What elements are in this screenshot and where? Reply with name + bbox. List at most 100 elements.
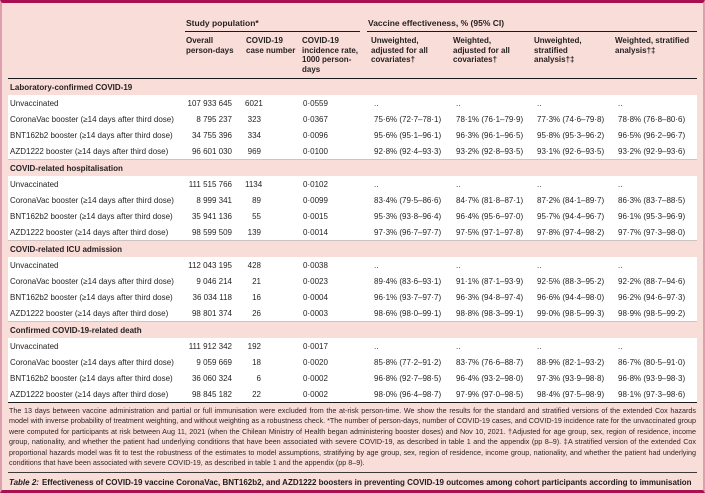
cell-incidence-rate: 0·0015 bbox=[301, 208, 367, 224]
cell-person-days: 35 941 136 bbox=[185, 208, 245, 224]
cell-ve-weighted-adjusted: 83·7% (76·6–88·7) bbox=[449, 354, 530, 370]
cell-ve-weighted-stratified: .. bbox=[611, 95, 698, 111]
cell-case-number: 969 bbox=[245, 143, 301, 160]
row-label: BNT162b2 booster (≥14 days after third d… bbox=[8, 370, 185, 386]
cell-person-days: 96 601 030 bbox=[185, 143, 245, 160]
table-row: Unvaccinated 107 933 645 6021 0·0559.......… bbox=[8, 95, 698, 111]
col-header-ve-unweighted-stratified: Unweighted, stratified analysis†‡ bbox=[530, 32, 611, 79]
cell-ve-unweighted-stratified: .. bbox=[530, 176, 611, 192]
cell-ve-weighted-adjusted: 98·8% (98·3–99·1) bbox=[449, 305, 530, 322]
cell-incidence-rate: 0·0100 bbox=[301, 143, 367, 160]
cell-ve-weighted-stratified: 96·8% (93·9–98·3) bbox=[611, 370, 698, 386]
cell-ve-unweighted-stratified: 99·0% (98·5–99·3) bbox=[530, 305, 611, 322]
cell-case-number: 1134 bbox=[245, 176, 301, 192]
row-label: Unvaccinated bbox=[8, 338, 185, 354]
cell-case-number: 334 bbox=[245, 127, 301, 143]
section-title: COVID-related ICU admission bbox=[8, 240, 698, 257]
col-header-ve-weighted-stratified: Weighted, stratified analysis†‡ bbox=[611, 32, 698, 79]
cell-ve-weighted-adjusted: 97·5% (97·1–97·8) bbox=[449, 224, 530, 241]
cell-ve-weighted-adjusted: .. bbox=[449, 176, 530, 192]
row-label: AZD1222 booster (≥14 days after third do… bbox=[8, 143, 185, 160]
cell-case-number: 323 bbox=[245, 111, 301, 127]
cell-ve-unweighted-adjusted: 96·1% (93·7–97·7) bbox=[367, 289, 449, 305]
cell-ve-unweighted-adjusted: 98·0% (96·4–98·7) bbox=[367, 386, 449, 403]
cell-case-number: 139 bbox=[245, 224, 301, 241]
table-row: AZD1222 booster (≥14 days after third do… bbox=[8, 305, 698, 322]
cell-ve-weighted-adjusted: 96·4% (93·2–98·0) bbox=[449, 370, 530, 386]
cell-ve-weighted-adjusted: 96·4% (95·6–97·0) bbox=[449, 208, 530, 224]
cell-ve-unweighted-stratified: 97·3% (93·9–98·8) bbox=[530, 370, 611, 386]
cell-ve-weighted-adjusted: .. bbox=[449, 95, 530, 111]
cell-ve-unweighted-stratified: 92·5% (88·3–95·2) bbox=[530, 273, 611, 289]
cell-incidence-rate: 0·0002 bbox=[301, 386, 367, 403]
table-row: BNT162b2 booster (≥14 days after third d… bbox=[8, 127, 698, 143]
cell-ve-unweighted-adjusted: 85·8% (77·2–91·2) bbox=[367, 354, 449, 370]
cell-ve-weighted-stratified: 86·3% (83·7–88·5) bbox=[611, 192, 698, 208]
cell-ve-unweighted-stratified: .. bbox=[530, 257, 611, 273]
cell-person-days: 36 060 324 bbox=[185, 370, 245, 386]
table-row: CoronaVac booster (≥14 days after third … bbox=[8, 192, 698, 208]
cell-incidence-rate: 0·0002 bbox=[301, 370, 367, 386]
cell-case-number: 26 bbox=[245, 305, 301, 322]
row-label: CoronaVac booster (≥14 days after third … bbox=[8, 111, 185, 127]
section-title: Confirmed COVID-19-related death bbox=[8, 321, 698, 338]
cell-incidence-rate: 0·0367 bbox=[301, 111, 367, 127]
cell-ve-unweighted-adjusted: .. bbox=[367, 338, 449, 354]
cell-person-days: 34 755 396 bbox=[185, 127, 245, 143]
cell-ve-unweighted-adjusted: .. bbox=[367, 176, 449, 192]
cell-ve-unweighted-stratified: 97·8% (97·4–98·2) bbox=[530, 224, 611, 241]
cell-ve-unweighted-adjusted: 98·6% (98·0–99·1) bbox=[367, 305, 449, 322]
cell-ve-unweighted-adjusted: 75·6% (72·7–78·1) bbox=[367, 111, 449, 127]
cell-ve-weighted-adjusted: .. bbox=[449, 257, 530, 273]
table-header: Study population* Vaccine effectiveness,… bbox=[8, 8, 698, 79]
cell-ve-weighted-stratified: 96·5% (96·2–96·7) bbox=[611, 127, 698, 143]
cell-ve-weighted-adjusted: .. bbox=[449, 338, 530, 354]
section-header-row: Laboratory-confirmed COVID-19 bbox=[8, 79, 697, 96]
cell-ve-weighted-stratified: .. bbox=[611, 257, 698, 273]
table-row: AZD1222 booster (≥14 days after third do… bbox=[8, 386, 698, 403]
caption-label: Table 2: bbox=[9, 478, 39, 488]
cell-incidence-rate: 0·0038 bbox=[301, 257, 367, 273]
row-label: CoronaVac booster (≥14 days after third … bbox=[8, 192, 185, 208]
cell-case-number: 55 bbox=[245, 208, 301, 224]
cell-ve-unweighted-stratified: .. bbox=[530, 95, 611, 111]
cell-person-days: 98 801 374 bbox=[185, 305, 245, 322]
cell-ve-unweighted-adjusted: .. bbox=[367, 95, 449, 111]
row-label: CoronaVac booster (≥14 days after third … bbox=[8, 354, 185, 370]
group-header-study-population: Study population* bbox=[185, 8, 367, 32]
cell-incidence-rate: 0·0099 bbox=[301, 192, 367, 208]
cell-person-days: 9 046 214 bbox=[185, 273, 245, 289]
cell-incidence-rate: 0·0004 bbox=[301, 289, 367, 305]
cell-ve-unweighted-stratified: 95·7% (94·4–96·7) bbox=[530, 208, 611, 224]
cell-ve-weighted-stratified: .. bbox=[611, 338, 698, 354]
cell-person-days: 98 845 182 bbox=[185, 386, 245, 403]
cell-ve-weighted-stratified: 78·8% (76·8–80·6) bbox=[611, 111, 698, 127]
col-header-case-number: COVID-19 case number bbox=[245, 32, 301, 79]
cell-incidence-rate: 0·0017 bbox=[301, 338, 367, 354]
cell-person-days: 98 599 509 bbox=[185, 224, 245, 241]
cell-ve-unweighted-stratified: 87·2% (84·1–89·7) bbox=[530, 192, 611, 208]
cell-ve-unweighted-stratified: 77·3% (74·6–79·8) bbox=[530, 111, 611, 127]
cell-person-days: 36 034 118 bbox=[185, 289, 245, 305]
cell-ve-unweighted-adjusted: 89·4% (83·6–93·1) bbox=[367, 273, 449, 289]
row-label: AZD1222 booster (≥14 days after third do… bbox=[8, 224, 185, 241]
cell-case-number: 6 bbox=[245, 370, 301, 386]
section-header-row: Confirmed COVID-19-related death bbox=[8, 321, 698, 338]
cell-ve-weighted-adjusted: 96·3% (94·8–97·4) bbox=[449, 289, 530, 305]
cell-incidence-rate: 0·0102 bbox=[301, 176, 367, 192]
cell-ve-weighted-stratified: 98·9% (98·5–99·2) bbox=[611, 305, 698, 322]
table-body: Laboratory-confirmed COVID-19 Unvaccinate… bbox=[8, 79, 698, 403]
cell-ve-weighted-stratified: 96·1% (95·3–96·9) bbox=[611, 208, 698, 224]
cell-ve-unweighted-adjusted: 95·3% (93·8–96·4) bbox=[367, 208, 449, 224]
row-label: Unvaccinated bbox=[8, 176, 185, 192]
caption-divider bbox=[8, 472, 697, 474]
cell-ve-weighted-stratified: 97·7% (97·3–98·0) bbox=[611, 224, 698, 241]
cell-case-number: 192 bbox=[245, 338, 301, 354]
section-header-row: COVID-related ICU admission bbox=[8, 240, 698, 257]
row-label: BNT162b2 booster (≥14 days after third d… bbox=[8, 289, 185, 305]
cell-person-days: 8 999 341 bbox=[185, 192, 245, 208]
row-label: CoronaVac booster (≥14 days after third … bbox=[8, 273, 185, 289]
table-row: CoronaVac booster (≥14 days after third … bbox=[8, 111, 698, 127]
col-header-ve-weighted-adjusted: Weighted, adjusted for all covariates† bbox=[449, 32, 530, 79]
cell-incidence-rate: 0·0014 bbox=[301, 224, 367, 241]
